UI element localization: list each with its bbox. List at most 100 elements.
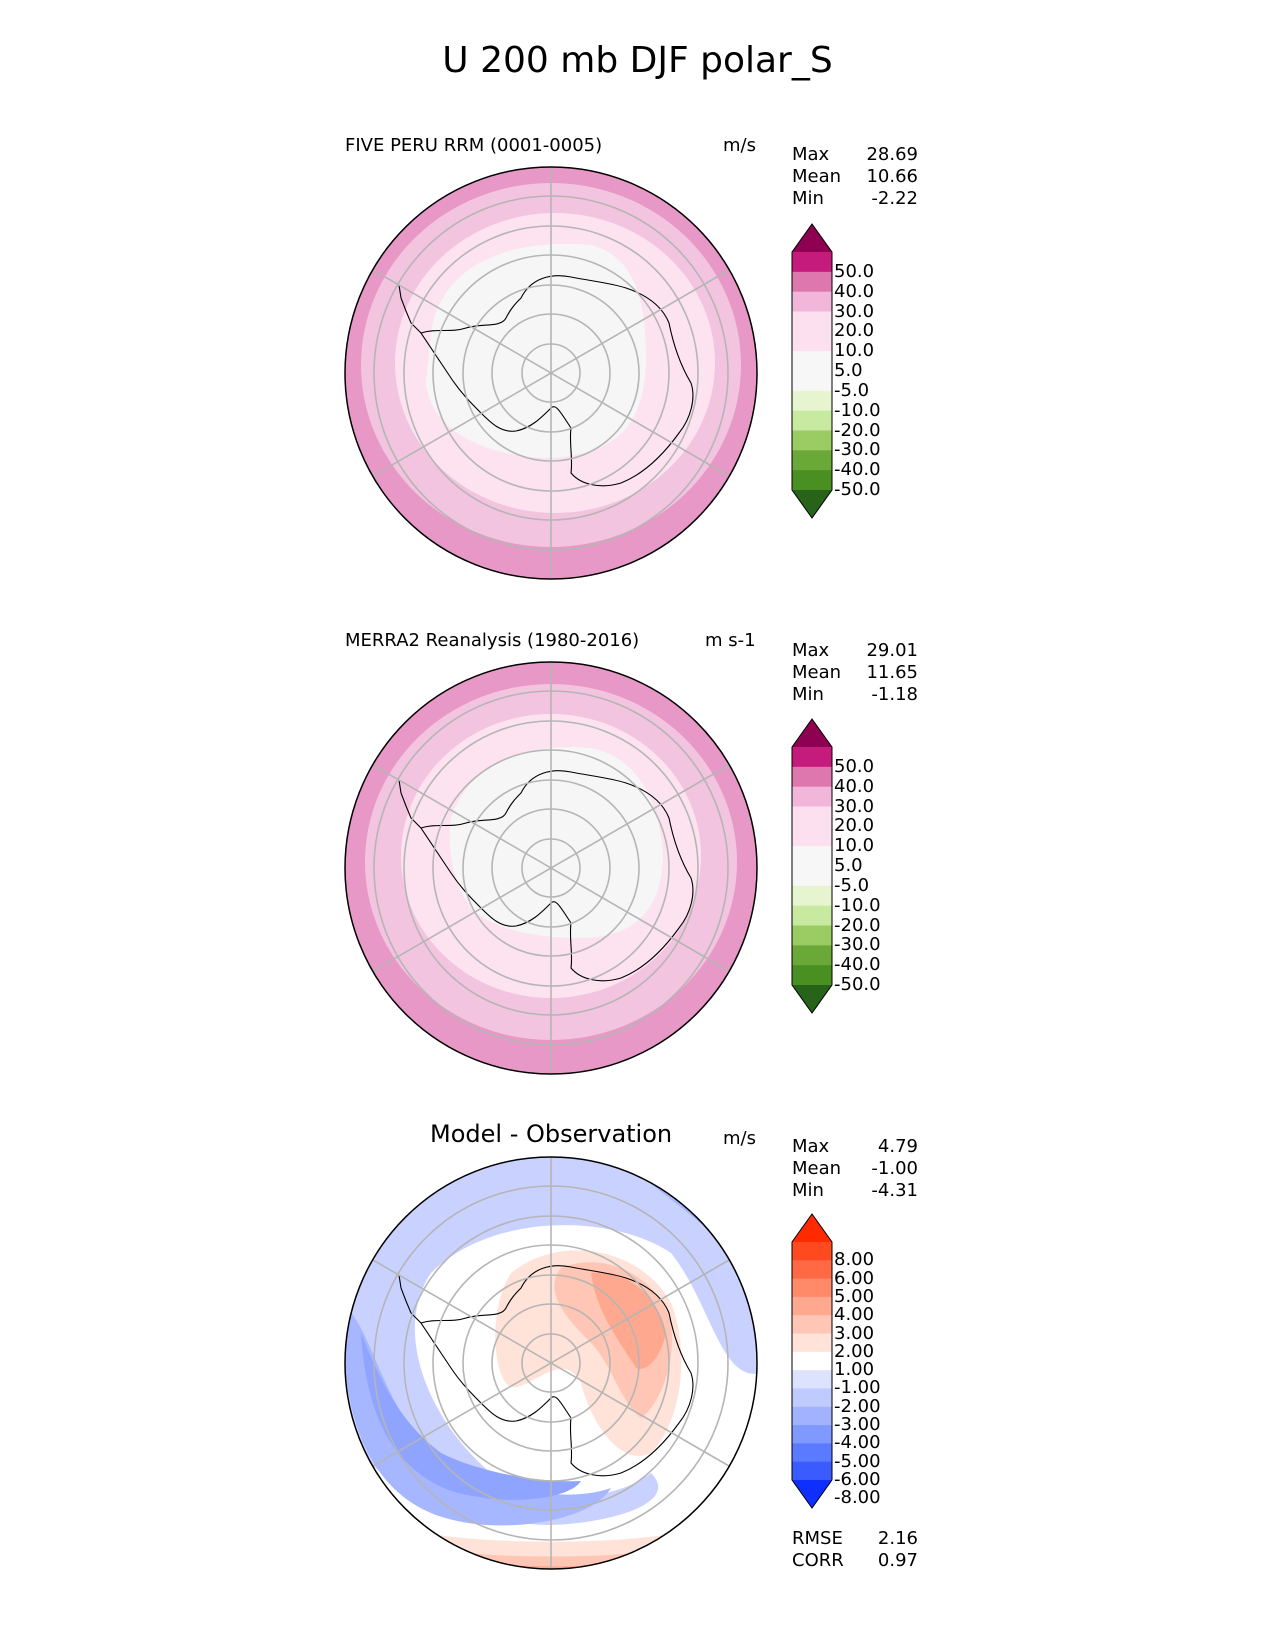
panel3-colorbar: [791, 1213, 833, 1509]
colorbar-tick-label: -2.00: [834, 1395, 881, 1417]
colorbar-segment: [792, 1351, 832, 1371]
stat-value: -4.31: [871, 1180, 918, 1201]
colorbar-segment: [792, 846, 832, 867]
colorbar-extend-bottom: [792, 490, 832, 518]
colorbar-tick-label: 5.00: [834, 1285, 875, 1307]
colorbar-segment: [792, 291, 832, 312]
colorbar-tick-label: 8.00: [834, 1249, 875, 1271]
colorbar-tick-label: 10.0: [834, 340, 875, 362]
colorbar-segment: [792, 1370, 832, 1389]
colorbar-tick-label: 3.00: [834, 1322, 875, 1344]
panel1-stats: Max 28.69 Mean 10.66 Min -2.22: [792, 144, 918, 210]
stat-name: CORR: [792, 1550, 844, 1571]
panel1-units: m/s: [723, 135, 756, 156]
colorbar-segment: [792, 311, 832, 332]
colorbar-tick-label: -4.00: [834, 1432, 881, 1454]
colorbar-segment: [792, 271, 832, 293]
colorbar-tick-label: -5.0: [834, 379, 870, 401]
colorbar-tick-label: -5.0: [834, 874, 870, 896]
stat-name: Mean: [792, 166, 842, 187]
colorbar-segment: [792, 1242, 832, 1261]
colorbar-tick-label: -10.0: [834, 399, 881, 421]
contour-band: [345, 1157, 757, 1525]
colorbar-tick-label: -6.00: [834, 1469, 881, 1490]
colorbar-segment: [792, 1260, 832, 1280]
colorbar-segment: [792, 905, 832, 926]
colorbar-tick-label: 5.0: [834, 855, 863, 876]
panel2-map: [344, 661, 758, 1075]
colorbar-extend-top: [792, 719, 832, 747]
colorbar-extend-top: [792, 224, 832, 252]
panel3-units: m/s: [723, 1128, 756, 1149]
panel2-label: MERRA2 Reanalysis (1980-2016): [345, 630, 640, 651]
colorbar-tick-label: -20.0: [834, 419, 881, 441]
colorbar-extend-bottom: [792, 1480, 832, 1508]
colorbar-tick-label: 50.0: [834, 260, 875, 282]
colorbar-tick-label: 10.0: [834, 835, 875, 857]
colorbar-tick-label: 40.0: [834, 280, 875, 302]
panel1-colorbar: [791, 223, 833, 519]
colorbar-segment: [792, 806, 832, 827]
colorbar-tick-label: 40.0: [834, 775, 875, 797]
panel3-map: [344, 1156, 758, 1570]
colorbar-segment: [792, 1461, 832, 1481]
stat-value: -1.00: [871, 1158, 918, 1179]
stat-name: Max: [792, 640, 830, 661]
colorbar-tick-label: -30.0: [834, 439, 881, 461]
colorbar-segment: [792, 410, 832, 431]
stat-value: -2.22: [871, 188, 918, 209]
colorbar-tick-label: -50.0: [834, 974, 881, 995]
panel2-stats: Max 29.01 Mean 11.65 Min -1.18: [792, 640, 918, 706]
stat-value: 29.01: [866, 640, 918, 661]
stat-name: Mean: [792, 662, 842, 683]
stat-name: Mean: [792, 1158, 842, 1179]
colorbar-tick-label: -20.0: [834, 914, 881, 936]
colorbar-tick-label: 2.00: [834, 1340, 875, 1362]
stat-value: 28.69: [866, 144, 918, 165]
panel1-label: FIVE PERU RRM (0001-0005): [345, 135, 603, 156]
colorbar-segment: [792, 470, 832, 491]
colorbar-segment: [792, 252, 832, 273]
colorbar-outline: [791, 223, 833, 519]
colorbar-segment: [792, 945, 832, 966]
stat-name: Min: [792, 1180, 824, 1201]
panel2-colorbar: [791, 718, 833, 1014]
colorbar-tick-label: 6.00: [834, 1267, 875, 1289]
colorbar-tick-label: 20.0: [834, 320, 875, 342]
colorbar-segment: [792, 965, 832, 986]
panel1-map: [344, 166, 758, 580]
colorbar-tick-label: -1.00: [834, 1377, 881, 1399]
stat-value: 4.79: [877, 1136, 918, 1157]
colorbar-tick-label: 50.0: [834, 755, 875, 777]
stat-value: 0.97: [877, 1550, 918, 1571]
map-border: [344, 1156, 758, 1570]
graticule: [372, 1157, 730, 1569]
contour-band: [361, 1333, 581, 1500]
graticule: [372, 167, 730, 579]
colorbar-segment: [792, 1278, 832, 1298]
colorbar-tick-label: 1.00: [834, 1359, 875, 1381]
colorbar-tick-label: -30.0: [834, 934, 881, 956]
stat-name: Max: [792, 144, 830, 165]
colorbar-segment: [792, 925, 832, 946]
panel2-units: m s-1: [705, 630, 756, 651]
stat-name: Min: [792, 188, 824, 209]
colorbar-segment: [792, 826, 832, 847]
stat-value: 2.16: [877, 1528, 918, 1549]
colorbar-segment: [792, 747, 832, 768]
colorbar-tick-label: 30.0: [834, 300, 875, 322]
stat-value: 11.65: [866, 662, 918, 683]
colorbar-segment: [792, 786, 832, 807]
colorbar-segment: [792, 390, 832, 412]
stat-name: Min: [792, 684, 824, 705]
colorbar-extend-top: [792, 1214, 832, 1242]
colorbar-tick-label: 4.00: [834, 1304, 875, 1326]
stat-value: -1.18: [871, 684, 918, 705]
colorbar-tick-label: 30.0: [834, 795, 875, 817]
colorbar-tick-label: 20.0: [834, 815, 875, 837]
panel3-extra-stats: RMSE 2.16 CORR 0.97: [792, 1528, 918, 1572]
colorbar-tick-label: -50.0: [834, 479, 881, 500]
colorbar-segment: [792, 1315, 832, 1335]
panel3-stats: Max 4.79 Mean -1.00 Min -4.31: [792, 1136, 918, 1202]
colorbar-outline: [791, 718, 833, 1014]
